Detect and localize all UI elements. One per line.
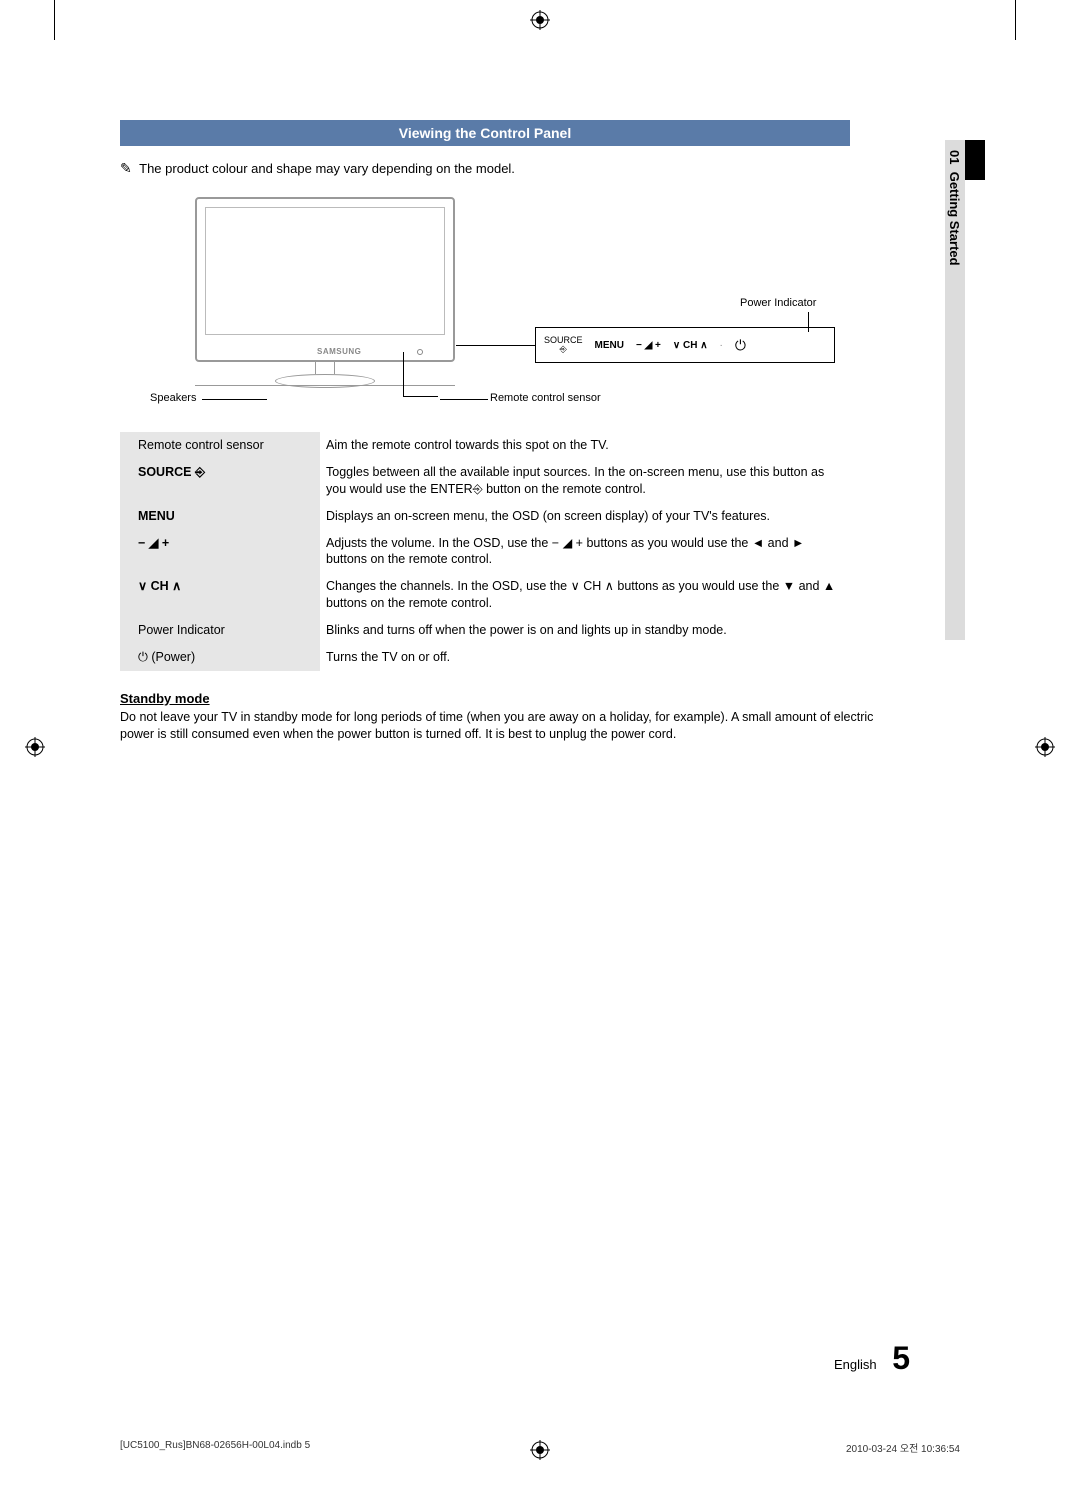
power-icon: ⏻ — [735, 337, 746, 354]
control-bar: SOURCE ⎆ MENU − ◢ + ∨ CH ∧ · ⏻ — [535, 327, 835, 363]
page-footer: English 5 — [834, 1340, 910, 1377]
table-row: Power Indicator Blinks and turns off whe… — [120, 617, 850, 644]
channel-button-label: ∨ CH ∧ — [673, 340, 708, 351]
section-header: Viewing the Control Panel — [120, 120, 850, 146]
standby-body: Do not leave your TV in standby mode for… — [120, 709, 900, 743]
top-note: ✎ The product colour and shape may vary … — [120, 160, 900, 177]
page-number: 5 — [892, 1340, 910, 1376]
tv-frame: SAMSUNG — [195, 197, 455, 362]
controls-table: Remote control sensor Aim the remote con… — [120, 432, 850, 671]
chapter-label: Getting Started — [947, 172, 962, 266]
file-footer: [UC5100_Rus]BN68-02656H-00L04.indb 5 201… — [120, 1440, 960, 1455]
row-label: SOURCE ⎆ — [120, 459, 320, 503]
registration-mark-icon — [25, 737, 45, 757]
registration-mark-icon — [530, 10, 550, 30]
source-icon: ⎆ — [560, 345, 567, 354]
speakers-callout: Speakers — [150, 392, 196, 404]
power-indicator-callout: Power Indicator — [740, 297, 816, 309]
samsung-logo: SAMSUNG — [317, 347, 361, 356]
row-desc: Adjusts the volume. In the OSD, use the … — [320, 530, 850, 574]
note-text: The product colour and shape may vary de… — [139, 161, 515, 176]
crop-mark — [45, 0, 55, 40]
chapter-tab: 01 Getting Started — [925, 120, 985, 620]
menu-button-label: MENU — [595, 340, 624, 351]
note-icon: ✎ — [120, 160, 132, 176]
row-label: Remote control sensor — [120, 432, 320, 459]
row-desc: Blinks and turns off when the power is o… — [320, 617, 850, 644]
footer-lang: English — [834, 1357, 877, 1372]
table-row: − ◢ + Adjusts the volume. In the OSD, us… — [120, 530, 850, 574]
chapter-number: 01 — [947, 150, 962, 164]
row-desc: Displays an on-screen menu, the OSD (on … — [320, 503, 850, 530]
source-button-label: SOURCE ⎆ — [544, 336, 583, 354]
row-label: ∨ CH ∧ — [120, 573, 320, 617]
file-timestamp: 2010-03-24 오전 10:36:54 — [846, 1440, 960, 1455]
sensor-callout: Remote control sensor — [490, 392, 601, 404]
tv-diagram: SAMSUNG Speakers Remote control sensor P… — [180, 197, 820, 417]
table-row: Remote control sensor Aim the remote con… — [120, 432, 850, 459]
table-row: ∨ CH ∧ Changes the channels. In the OSD,… — [120, 573, 850, 617]
row-desc: Toggles between all the available input … — [320, 459, 850, 503]
row-desc: Aim the remote control towards this spot… — [320, 432, 850, 459]
row-desc: Changes the channels. In the OSD, use th… — [320, 573, 850, 617]
standby-heading: Standby mode — [120, 691, 900, 706]
row-label: MENU — [120, 503, 320, 530]
table-row: MENU Displays an on-screen menu, the OSD… — [120, 503, 850, 530]
crop-mark — [1015, 0, 1025, 40]
row-label: Power Indicator — [120, 617, 320, 644]
row-label: − ◢ + — [120, 530, 320, 574]
row-label: ⏻ (Power) — [120, 644, 320, 671]
registration-mark-icon — [1035, 737, 1055, 757]
file-name: [UC5100_Rus]BN68-02656H-00L04.indb 5 — [120, 1440, 310, 1455]
row-desc: Turns the TV on or off. — [320, 644, 850, 671]
volume-button-label: − ◢ + — [636, 340, 661, 351]
table-row: ⏻ (Power) Turns the TV on or off. — [120, 644, 850, 671]
table-row: SOURCE ⎆ Toggles between all the availab… — [120, 459, 850, 503]
